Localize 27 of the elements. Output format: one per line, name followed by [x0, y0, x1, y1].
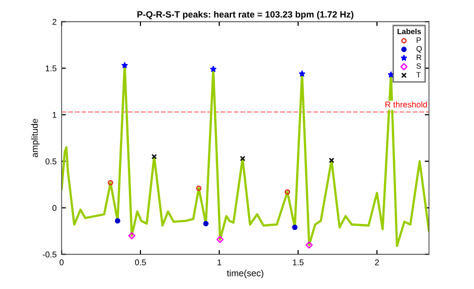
y-tick-label: 1 — [52, 112, 56, 118]
point — [298, 70, 306, 77]
chart-title: P-Q-R-S-T peaks: heart rate = 103.23 bpm (1.72 Hz) — [137, 10, 354, 20]
y-tick-label: 2 — [52, 18, 56, 25]
point — [216, 236, 224, 243]
point — [292, 224, 298, 230]
point — [306, 241, 313, 249]
x-tick-label: 2 — [375, 259, 379, 266]
point — [328, 158, 334, 164]
x-tick-label: 1 — [218, 259, 222, 266]
x-tick-label: 1.5 — [292, 259, 304, 266]
point — [122, 62, 128, 68]
point — [203, 220, 209, 226]
x-axis-title: time(sec) — [226, 270, 264, 278]
y-tick-label: -0.5 — [42, 252, 56, 258]
ref-line-label: R threshold — [385, 101, 427, 108]
point — [240, 156, 246, 162]
y-tick-label: 0.5 — [46, 158, 56, 164]
y-tick-label: 1.5 — [46, 65, 56, 72]
point — [114, 218, 120, 224]
y-axis-title: amplitude — [31, 118, 40, 158]
point — [151, 154, 157, 160]
y-tick-label: 0 — [52, 204, 56, 211]
point — [128, 232, 136, 240]
x-tick-label: 0.5 — [134, 259, 146, 266]
x-tick-label: 0 — [60, 259, 64, 266]
point — [210, 66, 216, 72]
